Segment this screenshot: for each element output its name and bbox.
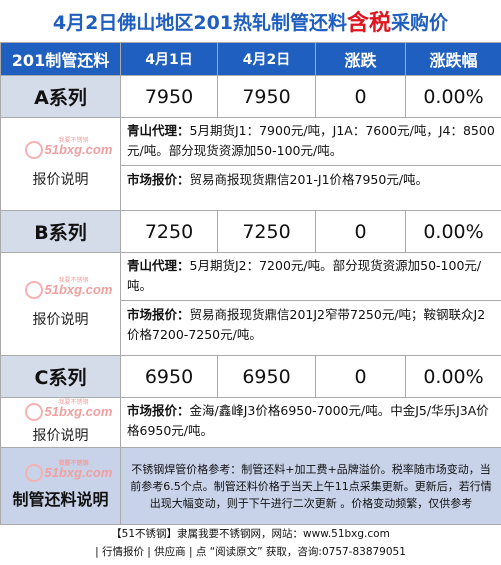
note-text: 青山代理：5月期货J1：7900元/吨，J1A：7600元/吨，J4：8500元… [120, 117, 501, 211]
price-change: 0 [315, 75, 406, 118]
summary-row: 51bxg.com 我要不锈钢 制管还料说明 不锈钢焊管价格参考：制管还料+加工费… [0, 447, 501, 525]
watermark-logo: 51bxg.com 我要不锈钢 [24, 137, 112, 161]
summary-label-text: 制管还料说明 [12, 490, 109, 509]
summary-text: 不锈钢焊管价格参考：制管还料+加工费+品牌溢价。税率随市场变动，当前参考6.5个… [120, 447, 501, 525]
table-header-row: 201制管还料 4月1日 4月2日 涨跌 涨跌幅 [0, 42, 501, 76]
note-body: 5月期货J1：7900元/吨，J1A：7600元/吨，J4：8500元/吨。部分… [127, 123, 495, 158]
title-tail: 采购价 [391, 11, 449, 34]
note-text: 青山代理：5月期货J2：7200元/吨。部分现货资源加50-100元/吨。 市场… [120, 252, 501, 356]
summary-label: 51bxg.com 我要不锈钢 制管还料说明 [0, 447, 121, 525]
watermark-logo: 51bxg.com 我要不锈钢 [24, 460, 112, 484]
table-row: C系列 6950 6950 0 0.00% [0, 355, 501, 398]
price-change-pct: 0.00% [405, 75, 501, 118]
price-date-2: 7250 [217, 210, 316, 253]
note-row: 51bxg.com 我要不锈钢 报价说明 青山代理：5月期货J1：7900元/吨，… [0, 117, 501, 211]
footer-line-2: | 行情报价 | 供应商 | 点 “阅读原文” 获取，咨询:0757-83879… [95, 546, 406, 558]
header-name: 201制管还料 [0, 42, 121, 76]
price-change-pct: 0.00% [405, 210, 501, 253]
price-change: 0 [315, 355, 406, 398]
table-row: A系列 7950 7950 0 0.00% [0, 75, 501, 118]
note-label: 报价说明 [32, 172, 89, 188]
page-title: 4月2日佛山地区201热轧制管还料 含税 采购价 [0, 0, 501, 42]
table-row: B系列 7250 7250 0 0.00% [0, 210, 501, 253]
price-date-1: 6950 [120, 355, 218, 398]
price-table: 201制管还料 4月1日 4月2日 涨跌 涨跌幅 A系列 7950 7950 0… [0, 42, 501, 525]
note-row: 51bxg.com 我要不锈钢 报价说明 青山代理：5月期货J2：7200元/吨。… [0, 252, 501, 356]
title-main: 4月2日佛山地区201热轧制管还料 [52, 11, 348, 34]
series-name: B系列 [0, 210, 121, 253]
header-date-2: 4月2日 [217, 42, 316, 76]
note-label-cell: 51bxg.com 我要不锈钢 报价说明 [0, 117, 121, 211]
price-date-2: 6950 [217, 355, 316, 398]
note-bold: 市场报价： [127, 307, 190, 322]
note-row: 51bxg.com 我要不锈钢 报价说明 市场报价：金海/鑫峰J3价格6950-7… [0, 397, 501, 448]
header-change: 涨跌 [315, 42, 406, 76]
header-date-1: 4月1日 [120, 42, 218, 76]
note-label: 报价说明 [32, 312, 89, 328]
price-change: 0 [315, 210, 406, 253]
note-body: 贸易商报现货鼎信201-J1价格7950元/吨。 [189, 172, 429, 187]
note-label-cell: 51bxg.com 我要不锈钢 报价说明 [0, 252, 121, 356]
watermark-logo: 51bxg.com 我要不锈钢 [24, 277, 112, 301]
footer-line-1: 【51不锈钢】隶属我要不锈钢网，网站：www.51bxg.com [111, 528, 390, 540]
note-bold: 市场报价： [127, 403, 190, 418]
price-date-1: 7950 [120, 75, 218, 118]
note-label-cell: 51bxg.com 我要不锈钢 报价说明 [0, 397, 121, 448]
note-body: 5月期货J2：7200元/吨。部分现货资源加50-100元/吨。 [127, 258, 482, 293]
series-name: C系列 [0, 355, 121, 398]
price-date-1: 7250 [120, 210, 218, 253]
series-name: A系列 [0, 75, 121, 118]
note-bold: 市场报价： [127, 172, 190, 187]
price-change-pct: 0.00% [405, 355, 501, 398]
note-bold: 青山代理： [127, 123, 190, 138]
note-bold: 青山代理： [127, 258, 190, 273]
header-change-pct: 涨跌幅 [405, 42, 501, 76]
note-body: 金海/鑫峰J3价格6950-7000元/吨。中金J5/华乐J3A价格6950元/… [127, 403, 489, 438]
price-date-2: 7950 [217, 75, 316, 118]
note-label: 报价说明 [32, 427, 89, 444]
title-accent: 含税 [347, 11, 392, 36]
note-body: 贸易商报现货鼎信201J2窄带7250元/吨；鞍钢联众J2价格7200-7250… [127, 307, 486, 342]
note-text: 市场报价：金海/鑫峰J3价格6950-7000元/吨。中金J5/华乐J3A价格6… [120, 397, 501, 448]
footer: 【51不锈钢】隶属我要不锈钢网，网站：www.51bxg.com | 行情报价 … [0, 521, 501, 565]
watermark-logo: 51bxg.com 我要不锈钢 [24, 399, 112, 423]
